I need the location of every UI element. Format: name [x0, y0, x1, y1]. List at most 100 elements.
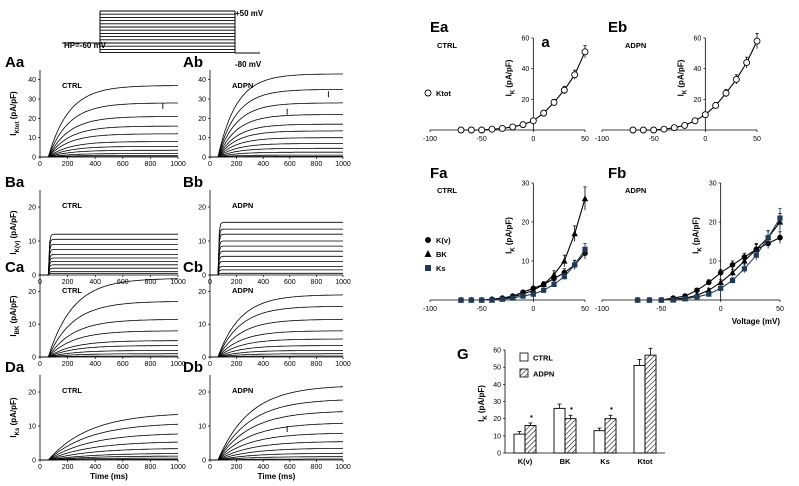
current-trace	[40, 264, 178, 276]
category-label: Ks	[600, 457, 610, 466]
data-point	[499, 296, 505, 302]
voltage-protocol: HP=-60 mV +50 mV -80 mV	[62, 9, 264, 69]
x-tick-label: 400	[257, 361, 269, 368]
y-tick-label: 20	[198, 289, 206, 296]
data-point	[639, 126, 647, 134]
bar-adpn	[524, 425, 537, 454]
x-tick-label: 400	[257, 464, 269, 471]
data-point	[509, 123, 517, 131]
data-point	[467, 126, 475, 134]
panel-tag: Bb	[183, 174, 203, 191]
current-trace	[40, 278, 178, 358]
y-tick-label: 20	[493, 416, 501, 423]
legend-marker	[424, 250, 432, 257]
current-trace	[40, 141, 178, 158]
y-tick-label: 0	[202, 273, 206, 280]
x-tick-label: 600	[117, 464, 129, 471]
x-tick-label: 600	[284, 464, 296, 471]
condition-label: ADPN	[232, 81, 253, 90]
condition-label: ADPN	[625, 41, 646, 50]
iv-panel-fb: -100 -50 0 50 10 20 30 IK (pA/pF) Fb ADPN Voltage …	[595, 165, 784, 326]
current-trace	[210, 123, 343, 158]
holding-potential-label: HP=-60 mV	[64, 41, 107, 50]
data-point	[712, 102, 720, 109]
y-tick-label: 30	[198, 97, 206, 104]
current-trace	[210, 432, 344, 461]
x-tick-label: 1000	[335, 361, 351, 368]
panel-tag: Ba	[5, 174, 25, 191]
current-trace	[210, 221, 343, 276]
y-tick-label: 30	[493, 399, 501, 406]
current-trace	[210, 458, 343, 461]
y-tick-label: 20	[198, 205, 206, 212]
x-tick-label: 50	[776, 306, 784, 313]
panel-tag: Fa	[430, 165, 448, 182]
data-point	[530, 286, 537, 293]
bar-ctrl	[513, 433, 526, 454]
current-trace	[210, 89, 343, 158]
y-tick-label: 40	[493, 382, 501, 389]
current-trace	[210, 452, 343, 461]
current-trace	[210, 130, 343, 158]
current-trace	[210, 422, 344, 461]
x-tick-label: -50	[649, 136, 659, 143]
x-tick-label: 0	[531, 136, 535, 143]
y-tick-label: 0	[32, 458, 36, 465]
x-tick-label: 200	[231, 361, 243, 368]
bar-ctrl	[593, 430, 606, 454]
current-trace	[210, 456, 343, 461]
y-tick-label: 10	[198, 135, 206, 142]
panel-tag: G	[457, 346, 469, 363]
x-tick-label: 0	[38, 361, 42, 368]
series-ks	[635, 207, 783, 303]
current-trace	[210, 151, 343, 158]
legend-marker	[424, 89, 432, 97]
current-trace	[210, 233, 343, 276]
x-tick-label: 0	[208, 161, 212, 168]
legend-label: BK	[436, 250, 447, 259]
data-point	[650, 126, 658, 134]
category-label: K(v)	[518, 457, 533, 466]
data-point	[510, 295, 516, 301]
current-trace	[40, 355, 178, 358]
y-tick-label: 60	[694, 36, 702, 43]
data-point	[520, 293, 526, 299]
current-trace	[40, 345, 178, 358]
y-tick-label: 10	[28, 424, 36, 431]
data-point	[717, 279, 724, 286]
data-point	[561, 274, 567, 280]
bar-adpn	[644, 354, 657, 454]
x-tick-label: 50	[581, 306, 589, 313]
x-tick-label: 200	[62, 279, 74, 286]
data-point	[550, 271, 558, 278]
current-trace	[40, 319, 178, 358]
x-tick-label: 200	[62, 161, 74, 168]
y-tick-label: 0	[202, 155, 206, 162]
x-tick-label: 200	[231, 161, 243, 168]
legend-entry: Ks	[425, 264, 446, 273]
iv-panel-ea: -100 -50 0 50 20 40 60 IK (pA/pF) Ea CTRL a Ktot	[423, 19, 589, 143]
data-point	[478, 126, 486, 134]
current-trace	[210, 350, 343, 358]
x-tick-label: 800	[311, 161, 323, 168]
x-tick-label: 1000	[170, 161, 186, 168]
y-tick-label: 10	[28, 135, 36, 142]
current-trace	[210, 156, 343, 158]
x-tick-label: -100	[423, 306, 437, 313]
data-point	[581, 48, 589, 56]
data-point	[753, 245, 760, 252]
legend-swatch	[519, 352, 529, 362]
data-point	[741, 257, 748, 264]
category-label: Ktot	[638, 457, 653, 466]
current-trace	[40, 340, 178, 358]
x-tick-label: 400	[89, 464, 101, 471]
series-line	[633, 40, 758, 131]
y-tick-label: 20	[709, 220, 717, 227]
data-point	[581, 195, 589, 202]
current-trace	[210, 447, 343, 461]
